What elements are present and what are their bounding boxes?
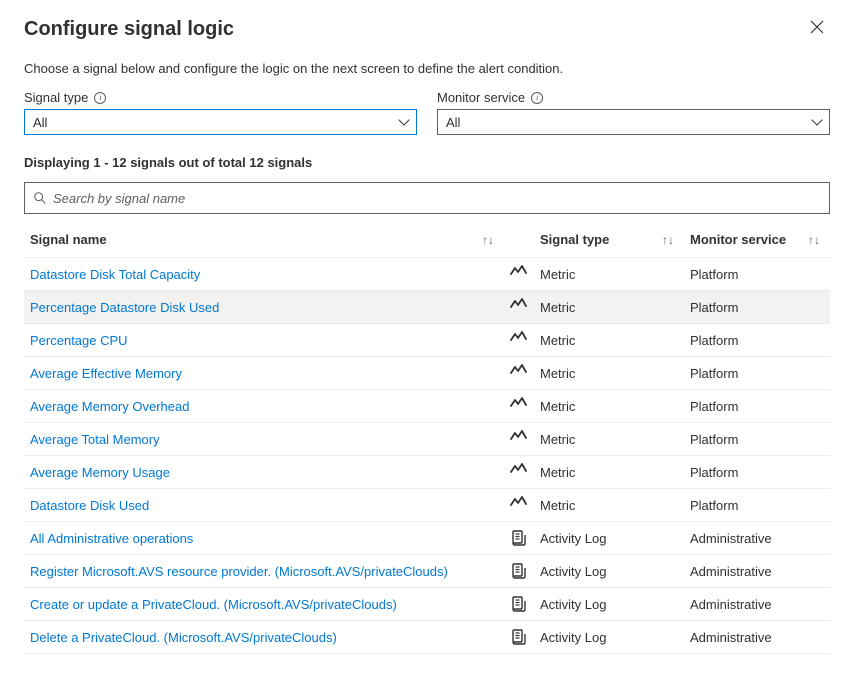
table-row[interactable]: Average Total Memory MetricPlatform (24, 423, 830, 456)
signal-type-cell: Metric (534, 489, 684, 522)
signal-link[interactable]: Average Memory Overhead (30, 399, 189, 414)
column-header-service-text: Monitor service (690, 232, 786, 247)
signal-type-cell: Metric (534, 423, 684, 456)
column-header-name-text: Signal name (30, 232, 107, 247)
signals-table: Signal name ↑↓ Signal type ↑↓ Monitor se… (24, 224, 830, 654)
monitor-service-cell: Platform (684, 258, 830, 291)
monitor-service-cell: Administrative (684, 555, 830, 588)
signal-type-cell: Metric (534, 390, 684, 423)
sort-icon: ↑↓ (482, 233, 494, 247)
description-text: Choose a signal below and configure the … (24, 61, 830, 76)
column-header-name[interactable]: Signal name ↑↓ (24, 224, 504, 258)
signal-type-cell: Activity Log (534, 588, 684, 621)
signal-link[interactable]: Average Memory Usage (30, 465, 170, 480)
monitor-service-label-text: Monitor service (437, 90, 525, 105)
metric-icon (510, 298, 528, 316)
signal-type-cell: Metric (534, 324, 684, 357)
metric-icon (510, 265, 528, 283)
signal-type-cell: Metric (534, 291, 684, 324)
table-row[interactable]: Average Effective Memory MetricPlatform (24, 357, 830, 390)
column-header-icon (504, 224, 534, 258)
table-row[interactable]: Percentage CPU MetricPlatform (24, 324, 830, 357)
page-title: Configure signal logic (24, 18, 234, 41)
table-row[interactable]: Register Microsoft.AVS resource provider… (24, 555, 830, 588)
signal-type-cell: Activity Log (534, 522, 684, 555)
signal-link[interactable]: Datastore Disk Used (30, 498, 149, 513)
column-header-type-text: Signal type (540, 232, 609, 247)
monitor-service-cell: Platform (684, 324, 830, 357)
sort-icon: ↑↓ (662, 233, 674, 247)
signal-link[interactable]: Percentage CPU (30, 333, 128, 348)
metric-icon (510, 397, 528, 415)
monitor-service-cell: Platform (684, 456, 830, 489)
metric-icon (510, 331, 528, 349)
monitor-service-value: All (446, 115, 460, 130)
close-icon (810, 20, 824, 34)
monitor-service-label: Monitor service i (437, 90, 830, 105)
metric-icon (510, 463, 528, 481)
table-row[interactable]: Percentage Datastore Disk Used MetricPlat… (24, 291, 830, 324)
column-header-service[interactable]: Monitor service ↑↓ (684, 224, 830, 258)
monitor-service-cell: Platform (684, 291, 830, 324)
search-icon (33, 191, 47, 205)
monitor-service-cell: Administrative (684, 588, 830, 621)
signal-type-cell: Metric (534, 258, 684, 291)
table-row[interactable]: Datastore Disk Used MetricPlatform (24, 489, 830, 522)
metric-icon (510, 364, 528, 382)
result-count: Displaying 1 - 12 signals out of total 1… (24, 155, 830, 170)
metric-icon (510, 496, 528, 514)
monitor-service-select[interactable]: All (437, 109, 830, 135)
info-icon[interactable]: i (531, 92, 543, 104)
signal-type-select[interactable]: All (24, 109, 417, 135)
table-row[interactable]: All Administrative operations Activity Lo… (24, 522, 830, 555)
close-button[interactable] (804, 18, 830, 41)
activity-log-icon (510, 529, 528, 547)
activity-log-icon (510, 595, 528, 613)
monitor-service-cell: Platform (684, 390, 830, 423)
signal-link[interactable]: Average Total Memory (30, 432, 160, 447)
signal-link[interactable]: All Administrative operations (30, 531, 193, 546)
signal-link[interactable]: Delete a PrivateCloud. (Microsoft.AVS/pr… (30, 630, 337, 645)
sort-icon: ↑↓ (808, 233, 820, 247)
table-row[interactable]: Average Memory Overhead MetricPlatform (24, 390, 830, 423)
signal-link[interactable]: Register Microsoft.AVS resource provider… (30, 564, 448, 579)
column-header-type[interactable]: Signal type ↑↓ (534, 224, 684, 258)
search-box[interactable] (24, 182, 830, 214)
monitor-service-cell: Platform (684, 423, 830, 456)
signal-type-cell: Metric (534, 357, 684, 390)
table-row[interactable]: Datastore Disk Total Capacity MetricPlatf… (24, 258, 830, 291)
monitor-service-cell: Administrative (684, 522, 830, 555)
chevron-down-icon (811, 114, 822, 125)
signal-type-label-text: Signal type (24, 90, 88, 105)
signal-link[interactable]: Average Effective Memory (30, 366, 182, 381)
chevron-down-icon (398, 114, 409, 125)
activity-log-icon (510, 562, 528, 580)
signal-type-value: All (33, 115, 47, 130)
monitor-service-cell: Platform (684, 357, 830, 390)
table-row[interactable]: Create or update a PrivateCloud. (Micros… (24, 588, 830, 621)
signal-link[interactable]: Create or update a PrivateCloud. (Micros… (30, 597, 397, 612)
signal-type-cell: Activity Log (534, 555, 684, 588)
signal-type-cell: Metric (534, 456, 684, 489)
metric-icon (510, 430, 528, 448)
search-input[interactable] (53, 191, 821, 206)
monitor-service-cell: Platform (684, 489, 830, 522)
activity-log-icon (510, 628, 528, 646)
info-icon[interactable]: i (94, 92, 106, 104)
signal-link[interactable]: Datastore Disk Total Capacity (30, 267, 200, 282)
signal-link[interactable]: Percentage Datastore Disk Used (30, 300, 219, 315)
signal-type-label: Signal type i (24, 90, 417, 105)
table-row[interactable]: Average Memory Usage MetricPlatform (24, 456, 830, 489)
